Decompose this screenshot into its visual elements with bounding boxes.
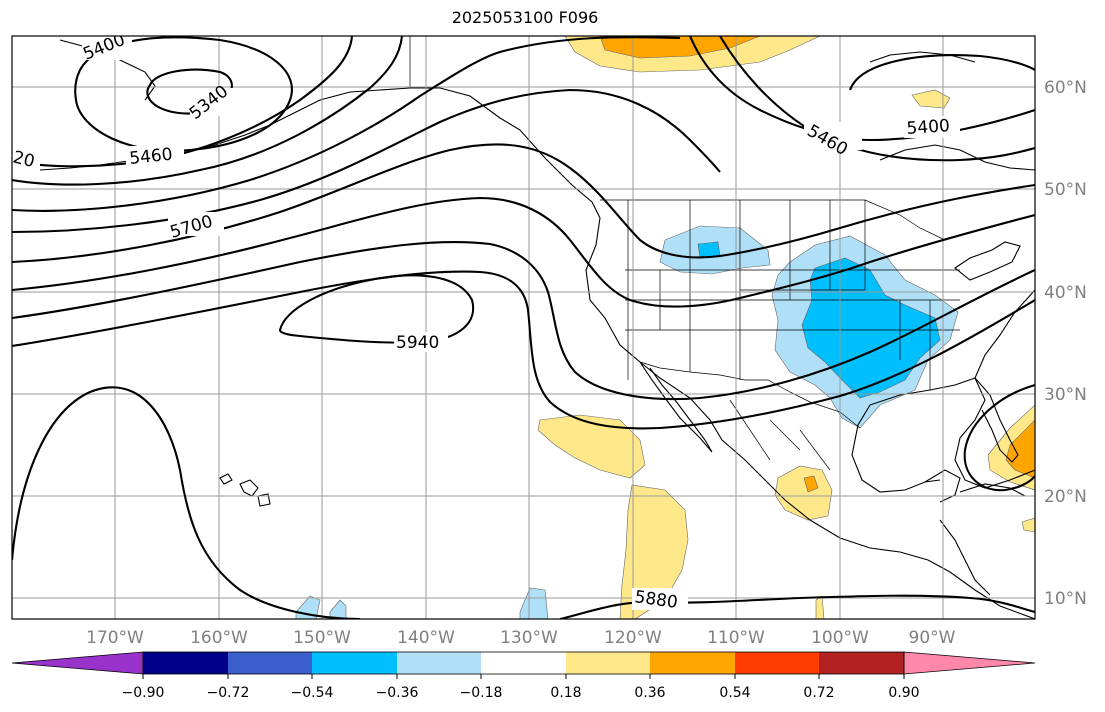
contour-5580 bbox=[12, 36, 681, 212]
north-america-west-coast bbox=[439, 87, 1035, 619]
lon-label-130w: 130°W bbox=[500, 628, 558, 648]
colorbar-segment-3 bbox=[312, 652, 397, 674]
us-mexico-border bbox=[639, 361, 861, 429]
colorbar-tick-label: 0.90 bbox=[888, 685, 919, 701]
colorbar-tick-label: −0.18 bbox=[460, 685, 503, 701]
hawaii-3 bbox=[257, 493, 271, 507]
contour-label-edge: 20 bbox=[11, 147, 37, 172]
negative-core-plains bbox=[801, 257, 941, 399]
colorbar-tick-label: −0.36 bbox=[376, 685, 419, 701]
lon-label-110w: 110°W bbox=[707, 628, 765, 648]
baja-peninsula bbox=[639, 361, 713, 453]
colorbar-outline bbox=[142, 651, 905, 675]
positive-core-mexico bbox=[803, 475, 819, 493]
lat-label-60n: 60°N bbox=[1044, 78, 1087, 98]
state-lines bbox=[625, 200, 960, 390]
yucatan bbox=[924, 469, 961, 503]
colorbar-extend-low bbox=[11, 651, 144, 675]
greenland-coast bbox=[869, 51, 976, 63]
negative-area-pacific-3 bbox=[519, 587, 549, 619]
contour-5520-band bbox=[12, 36, 404, 186]
colorbar-segment-6 bbox=[566, 652, 650, 674]
contour-5520-east bbox=[719, 36, 1035, 162]
contour-5820 bbox=[12, 240, 1035, 401]
colorbar-segment-1 bbox=[143, 652, 228, 674]
positive-core-north bbox=[599, 36, 761, 59]
colorbar-tick-label: 0.72 bbox=[803, 685, 834, 701]
lon-label-100w: 100°W bbox=[811, 628, 869, 648]
latitude-labels: 60°N 50°N 40°N 30°N 20°N 10°N bbox=[1044, 78, 1087, 609]
geopotential-height-contours bbox=[12, 36, 1035, 619]
contour-5700 bbox=[12, 143, 1035, 264]
lat-label-20n: 20°N bbox=[1044, 487, 1087, 507]
positive-area-alaska-east bbox=[911, 89, 951, 109]
colorbar-tick-label: −0.72 bbox=[207, 685, 250, 701]
colorbar-segment-8 bbox=[735, 652, 819, 674]
lat-label-10n: 10°N bbox=[1044, 589, 1087, 609]
contour-5880-south bbox=[12, 386, 361, 619]
map-border bbox=[11, 35, 1036, 620]
contour-5880-bottom bbox=[559, 594, 1035, 619]
political-borders bbox=[409, 36, 960, 471]
florida bbox=[974, 377, 1019, 463]
contour-label-5400-east: 5400 bbox=[906, 116, 951, 139]
colorbar-tick-label: −0.90 bbox=[122, 685, 165, 701]
contour-5940-closed bbox=[278, 274, 475, 344]
contour-label-5460-west: 5460 bbox=[128, 145, 173, 169]
colorbar-extend-high bbox=[903, 651, 1036, 675]
colorbar-ticks bbox=[142, 674, 905, 679]
mexico-states bbox=[729, 399, 831, 471]
canada-us-border bbox=[600, 199, 946, 241]
hawaii-2 bbox=[239, 479, 259, 497]
us-east-coast bbox=[974, 289, 1035, 379]
positive-area-mexico bbox=[774, 465, 833, 521]
contour-5760 bbox=[12, 196, 1035, 308]
colorbar-tick-label: −0.54 bbox=[291, 685, 334, 701]
colorbar-segment-4 bbox=[397, 652, 481, 674]
contour-5460-west bbox=[12, 36, 354, 168]
colorbar-segment-9 bbox=[819, 652, 904, 674]
lon-label-160w: 160°W bbox=[190, 628, 248, 648]
cuba bbox=[959, 483, 1026, 497]
contour-label-5940: 5940 bbox=[396, 333, 439, 353]
lon-label-150w: 150°W bbox=[293, 628, 351, 648]
colorbar-segment-2 bbox=[228, 652, 312, 674]
longitude-labels: 170°W 160°W 150°W 140°W 130°W 120°W 110°… bbox=[86, 628, 956, 648]
colorbar-tick-labels: −0.90 −0.72 −0.54 −0.36 −0.18 0.18 0.36 … bbox=[122, 685, 920, 701]
hudson-bay bbox=[879, 144, 1035, 171]
positive-area-caribbean bbox=[1021, 517, 1035, 533]
central-america bbox=[939, 519, 991, 596]
mexico-gulf-coast bbox=[851, 404, 941, 493]
contour-low-west-mid bbox=[74, 36, 293, 152]
colorbar-tick-label: 0.54 bbox=[719, 685, 750, 701]
contour-5880-north bbox=[12, 270, 1035, 430]
colorbar-segment-5 bbox=[481, 652, 566, 674]
lon-label-170w: 170°W bbox=[86, 628, 144, 648]
contour-gulf-high bbox=[963, 383, 1035, 492]
lat-label-30n: 30°N bbox=[1044, 385, 1087, 405]
hawaii-1 bbox=[219, 473, 233, 485]
colorbar-tick-label: 0.36 bbox=[634, 685, 665, 701]
great-lakes bbox=[954, 241, 1021, 281]
contour-5400-east-inner bbox=[849, 54, 1035, 91]
colorbar-tick-label: 0.18 bbox=[550, 685, 581, 701]
lon-label-90w: 90°W bbox=[909, 628, 956, 648]
lat-label-40n: 40°N bbox=[1044, 283, 1087, 303]
lon-label-120w: 120°W bbox=[604, 628, 662, 648]
lat-label-50n: 50°N bbox=[1044, 180, 1087, 200]
positive-area-baja-west bbox=[537, 414, 646, 479]
map-title: 2025053100 F096 bbox=[451, 8, 599, 27]
colorbar-segment-7 bbox=[650, 652, 735, 674]
colorbar: −0.90 −0.72 −0.54 −0.36 −0.18 0.18 0.36 … bbox=[11, 651, 1036, 701]
shaded-anomaly-fields bbox=[295, 36, 1035, 619]
lon-label-140w: 140°W bbox=[397, 628, 455, 648]
